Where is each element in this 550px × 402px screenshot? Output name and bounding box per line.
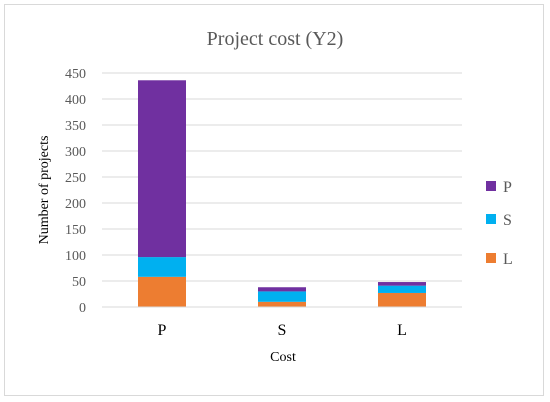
y-axis-ticks: 0 50 100 150 200 250 300 350 400 450 bbox=[65, 67, 86, 316]
y-tick-label: 450 bbox=[65, 67, 86, 82]
legend-label: L bbox=[503, 251, 513, 268]
legend-label: P bbox=[503, 179, 512, 196]
bar-segment-P-L bbox=[378, 282, 426, 286]
y-tick-label: 350 bbox=[65, 119, 86, 134]
legend-swatch-L bbox=[486, 253, 496, 263]
y-axis-title: Number of projects bbox=[37, 136, 52, 245]
x-tick-label: S bbox=[278, 322, 287, 339]
bar-segment-L-P bbox=[138, 276, 186, 307]
chart-frame bbox=[4, 4, 544, 396]
y-tick-label: 50 bbox=[72, 275, 86, 290]
chart-title: Project cost (Y2) bbox=[207, 28, 344, 50]
y-tick-label: 200 bbox=[65, 197, 86, 212]
bar-segment-S-L bbox=[378, 285, 426, 293]
bars bbox=[138, 80, 426, 307]
y-tick-label: 250 bbox=[65, 171, 86, 186]
legend-swatch-P bbox=[486, 181, 496, 191]
bar-segment-P-S bbox=[258, 287, 306, 292]
bar-segment-P-P bbox=[138, 80, 186, 258]
x-tick-label: P bbox=[158, 322, 167, 339]
y-tick-label: 400 bbox=[65, 93, 86, 108]
y-tick-label: 300 bbox=[65, 145, 86, 160]
y-tick-label: 150 bbox=[65, 223, 86, 238]
bar-segment-S-S bbox=[258, 291, 306, 302]
y-tick-label: 0 bbox=[79, 301, 86, 316]
bar-segment-L-S bbox=[258, 301, 306, 307]
legend-label: S bbox=[503, 212, 512, 229]
x-tick-label: L bbox=[397, 322, 407, 339]
y-tick-label: 100 bbox=[65, 249, 86, 264]
legend-swatch-S bbox=[486, 214, 496, 224]
bar-segment-L-L bbox=[378, 292, 426, 307]
legend: PS L bbox=[486, 179, 513, 268]
x-axis-title: Cost bbox=[270, 350, 296, 365]
bar-segment-S-P bbox=[138, 257, 186, 277]
